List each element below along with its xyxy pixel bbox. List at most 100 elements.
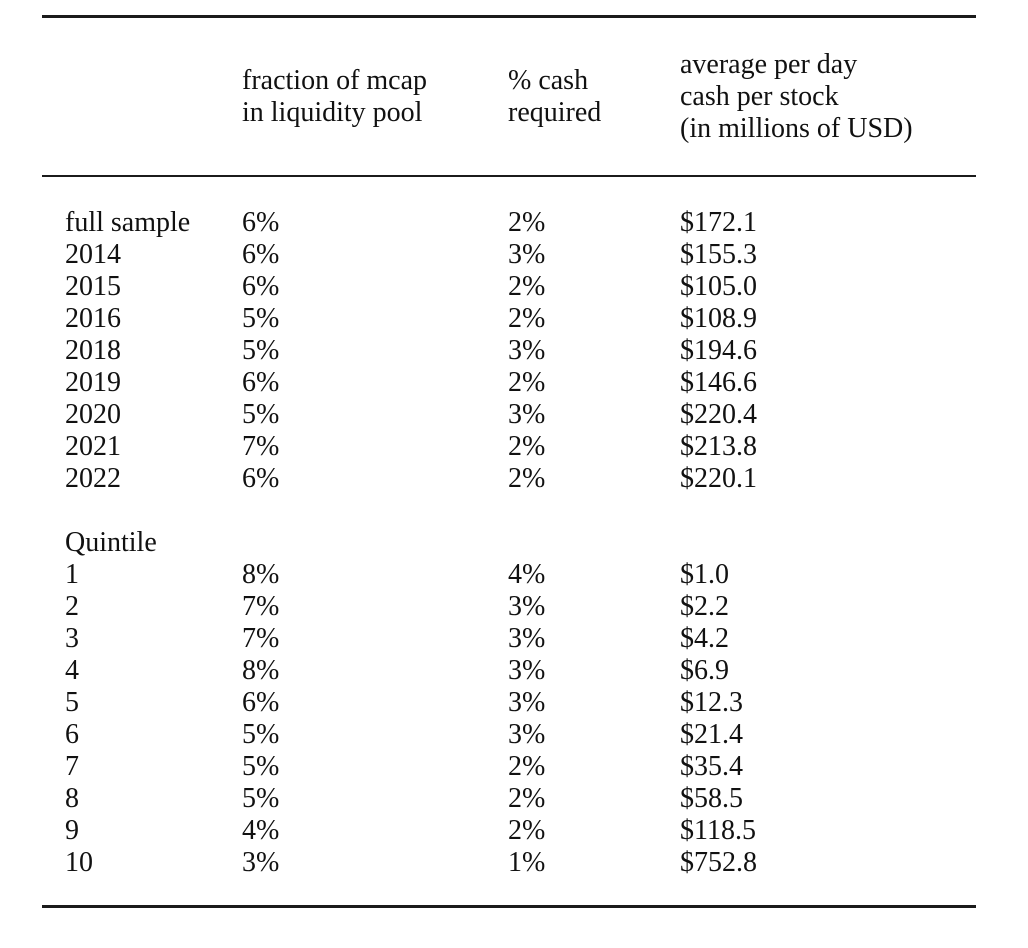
table-row: 2015 6% 2% $105.0	[42, 271, 976, 303]
bottom-rule	[42, 905, 976, 908]
fraction-cell: 5%	[242, 303, 280, 334]
fraction-cell: 4%	[242, 815, 280, 846]
table-row: 4 8% 3% $6.9	[42, 655, 976, 687]
fraction-cell: 8%	[242, 655, 280, 686]
summary-statistics-table: fraction of mcap in liquidity pool % cas…	[42, 0, 976, 908]
avg-cash-cell: $6.9	[680, 655, 729, 686]
avg-cash-cell: $194.6	[680, 335, 757, 366]
cash-cell: 3%	[508, 399, 546, 430]
header-cash-required: % cash required	[508, 64, 602, 128]
fraction-cell: 8%	[242, 559, 280, 590]
row-label-cell: full sample	[65, 207, 191, 238]
row-label-cell: 10	[65, 847, 93, 878]
table-row: 2019 6% 2% $146.6	[42, 367, 976, 399]
row-label-cell: 8	[65, 783, 79, 814]
fraction-cell: 5%	[242, 399, 280, 430]
row-label-cell: 7	[65, 751, 79, 782]
cash-cell: 3%	[508, 719, 546, 750]
row-label-cell: 2020	[65, 399, 121, 430]
table-row: 7 5% 2% $35.4	[42, 751, 976, 783]
quintile-rows-group: 1 8% 4% $1.0 2 7% 3% $2.2 3 7% 3% $4.2 4…	[42, 559, 976, 879]
row-label-cell: 2014	[65, 239, 121, 270]
header-fraction-mcap: fraction of mcap in liquidity pool	[242, 64, 428, 128]
section-label: Quintile	[65, 527, 157, 558]
table-body: full sample 6% 2% $172.1 2014 6% 3% $155…	[42, 177, 976, 905]
section-header-row: Quintile	[42, 527, 976, 559]
row-label-cell: 2016	[65, 303, 121, 334]
row-label-cell: 3	[65, 623, 79, 654]
avg-cash-cell: $35.4	[680, 751, 743, 782]
fraction-cell: 6%	[242, 367, 280, 398]
avg-cash-cell: $21.4	[680, 719, 743, 750]
table-row: 8 5% 2% $58.5	[42, 783, 976, 815]
cash-cell: 3%	[508, 591, 546, 622]
row-label-cell: 2019	[65, 367, 121, 398]
cash-cell: 2%	[508, 271, 546, 302]
avg-cash-cell: $220.1	[680, 463, 757, 494]
cash-cell: 4%	[508, 559, 546, 590]
table-row: 5 6% 3% $12.3	[42, 687, 976, 719]
fraction-cell: 3%	[242, 847, 280, 878]
cash-cell: 2%	[508, 815, 546, 846]
avg-cash-cell: $172.1	[680, 207, 757, 238]
fraction-cell: 5%	[242, 783, 280, 814]
fraction-cell: 6%	[242, 687, 280, 718]
cash-cell: 3%	[508, 655, 546, 686]
table-header-row: fraction of mcap in liquidity pool % cas…	[42, 18, 976, 175]
avg-cash-cell: $220.4	[680, 399, 757, 430]
fraction-cell: 6%	[242, 463, 280, 494]
cash-cell: 3%	[508, 335, 546, 366]
table-row: 3 7% 3% $4.2	[42, 623, 976, 655]
table-row: 2018 5% 3% $194.6	[42, 335, 976, 367]
cash-cell: 2%	[508, 207, 546, 238]
row-label-cell: 6	[65, 719, 79, 750]
table-row: 2016 5% 2% $108.9	[42, 303, 976, 335]
row-label-cell: 2021	[65, 431, 121, 462]
avg-cash-cell: $752.8	[680, 847, 757, 878]
table-row: 2014 6% 3% $155.3	[42, 239, 976, 271]
cash-cell: 2%	[508, 463, 546, 494]
row-label-cell: 1	[65, 559, 79, 590]
row-label-cell: 2	[65, 591, 79, 622]
cash-cell: 1%	[508, 847, 546, 878]
fraction-cell: 5%	[242, 751, 280, 782]
sample-rows-group: full sample 6% 2% $172.1 2014 6% 3% $155…	[42, 207, 976, 495]
table-row: 2020 5% 3% $220.4	[42, 399, 976, 431]
table-row: 9 4% 2% $118.5	[42, 815, 976, 847]
blank-separator-row	[42, 495, 976, 527]
fraction-cell: 6%	[242, 239, 280, 270]
cash-cell: 2%	[508, 431, 546, 462]
cash-cell: 3%	[508, 623, 546, 654]
cash-cell: 2%	[508, 751, 546, 782]
cash-cell: 3%	[508, 239, 546, 270]
row-label-cell: 2015	[65, 271, 121, 302]
row-label-cell: 4	[65, 655, 79, 686]
table-row: 2022 6% 2% $220.1	[42, 463, 976, 495]
avg-cash-cell: $58.5	[680, 783, 743, 814]
header-average-per-day-cash: average per day cash per stock (in milli…	[680, 48, 913, 144]
avg-cash-cell: $2.2	[680, 591, 729, 622]
avg-cash-cell: $12.3	[680, 687, 743, 718]
fraction-cell: 7%	[242, 431, 280, 462]
cash-cell: 3%	[508, 687, 546, 718]
avg-cash-cell: $213.8	[680, 431, 757, 462]
row-label-cell: 2022	[65, 463, 121, 494]
fraction-cell: 5%	[242, 335, 280, 366]
row-label-cell: 2018	[65, 335, 121, 366]
avg-cash-cell: $108.9	[680, 303, 757, 334]
cash-cell: 2%	[508, 303, 546, 334]
cash-cell: 2%	[508, 367, 546, 398]
fraction-cell: 7%	[242, 591, 280, 622]
fraction-cell: 7%	[242, 623, 280, 654]
row-label-cell: 9	[65, 815, 79, 846]
mid-rule	[42, 175, 976, 177]
avg-cash-cell: $118.5	[680, 815, 756, 846]
table-row: 10 3% 1% $752.8	[42, 847, 976, 879]
table-row: 1 8% 4% $1.0	[42, 559, 976, 591]
fraction-cell: 5%	[242, 719, 280, 750]
fraction-cell: 6%	[242, 271, 280, 302]
avg-cash-cell: $4.2	[680, 623, 729, 654]
avg-cash-cell: $146.6	[680, 367, 757, 398]
row-label-cell: 5	[65, 687, 79, 718]
table-row: 2 7% 3% $2.2	[42, 591, 976, 623]
